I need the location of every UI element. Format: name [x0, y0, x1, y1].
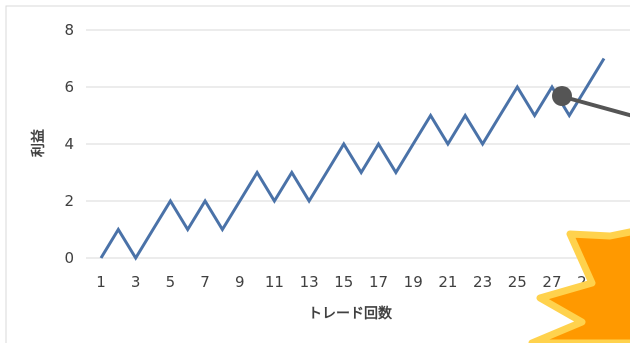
series-line	[99, 57, 606, 261]
data-point	[203, 199, 207, 203]
data-point	[602, 57, 606, 61]
x-tick-label: 23	[473, 273, 492, 291]
x-tick-label: 19	[404, 273, 423, 291]
data-point	[394, 171, 398, 175]
data-point	[515, 85, 519, 89]
y-tick-label: 6	[64, 78, 74, 96]
data-point	[377, 142, 381, 146]
x-tick-label: 1	[96, 273, 106, 291]
gridlines	[86, 29, 630, 259]
data-point	[359, 171, 363, 175]
data-point	[116, 228, 120, 232]
data-point	[567, 114, 571, 118]
data-point	[446, 142, 450, 146]
x-tick-label: 13	[300, 273, 319, 291]
data-point	[168, 199, 172, 203]
data-point	[411, 142, 415, 146]
data-point	[498, 114, 502, 118]
data-point	[324, 171, 328, 175]
y-tick-label: 2	[64, 192, 74, 210]
pointer-dot	[552, 86, 572, 106]
y-tick-label: 4	[64, 135, 74, 153]
data-point	[99, 256, 103, 260]
x-tick-label: 11	[265, 273, 284, 291]
data-point	[151, 228, 155, 232]
data-point	[481, 142, 485, 146]
x-tick-label: 25	[508, 273, 527, 291]
y-axis-ticks: 0 2 4 6 8	[64, 21, 74, 267]
x-tick-label: 7	[200, 273, 210, 291]
data-point	[585, 85, 589, 89]
series-layer	[99, 57, 606, 261]
y-axis-title: 利益	[30, 129, 47, 157]
x-tick-label: 21	[438, 273, 457, 291]
x-tick-label: 27	[542, 273, 561, 291]
data-point	[186, 228, 190, 232]
x-axis-ticks: 1357911131517192123252729	[96, 273, 596, 291]
data-point	[307, 199, 311, 203]
x-axis-title: トレード回数	[308, 305, 393, 322]
y-tick-label: 8	[64, 21, 74, 39]
x-tick-label: 9	[235, 273, 245, 291]
data-point	[134, 256, 138, 260]
x-tick-label: 17	[369, 273, 388, 291]
data-point	[342, 142, 346, 146]
pointer-line	[563, 95, 630, 118]
data-point	[290, 171, 294, 175]
data-point	[220, 228, 224, 232]
data-point	[429, 114, 433, 118]
data-point	[463, 114, 467, 118]
y-tick-label: 0	[64, 249, 74, 267]
chart-frame	[5, 5, 630, 343]
data-point	[238, 199, 242, 203]
x-tick-label: 3	[131, 273, 141, 291]
data-point	[533, 114, 537, 118]
x-tick-label: 5	[166, 273, 176, 291]
pointer-callout	[552, 86, 630, 118]
data-point	[255, 171, 259, 175]
burst-decoration	[528, 228, 630, 343]
x-tick-label: 15	[334, 273, 353, 291]
data-point	[550, 85, 554, 89]
data-point	[272, 199, 276, 203]
